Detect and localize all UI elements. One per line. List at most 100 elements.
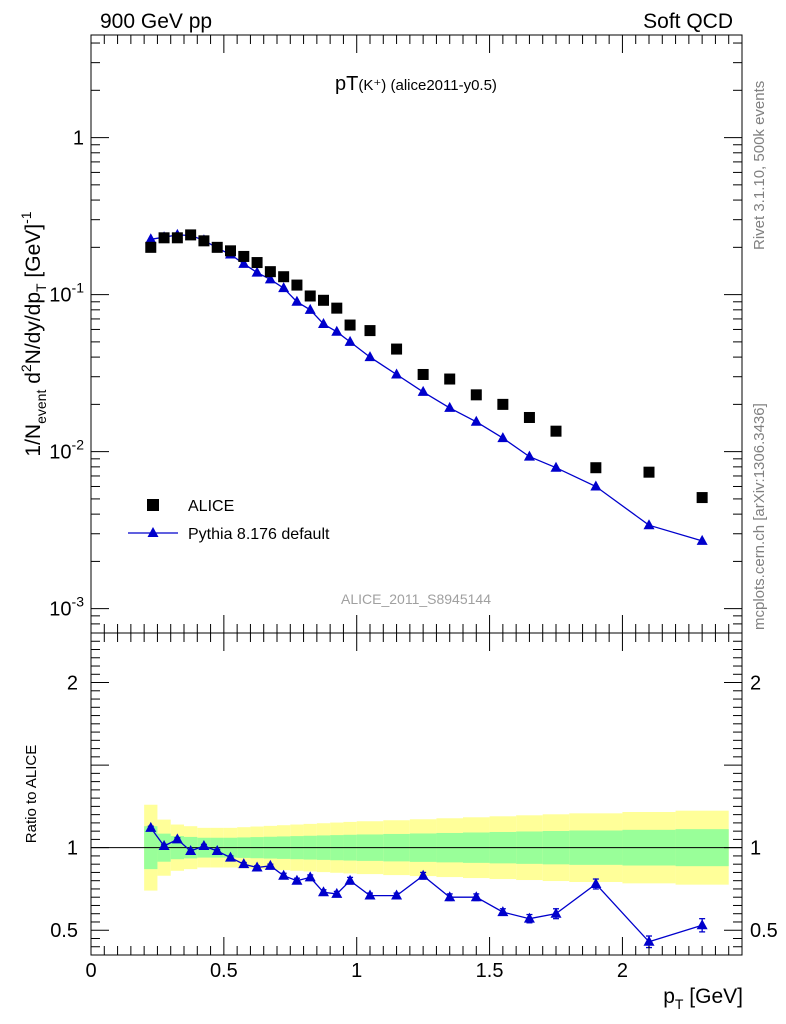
- alice-point: [643, 466, 655, 478]
- xtick-label: 1: [351, 960, 362, 982]
- alice-point: [523, 411, 535, 423]
- pythia-point: [145, 233, 157, 244]
- alice-point: [331, 302, 343, 314]
- ratio-ytick-label-right: 1: [750, 838, 761, 860]
- ratio-panel: 0 0.5 1 1.5 2 0.5 0.5 1 1 2 2 Ratio to ALICE pT [G…: [23, 632, 778, 1012]
- xtick-label: 0: [85, 960, 96, 982]
- alice-point: [251, 257, 263, 269]
- ratio-ytick-label-left: 2: [67, 673, 78, 695]
- alice-point: [145, 241, 157, 253]
- ratio-ylabel: Ratio to ALICE: [23, 745, 40, 843]
- legend-label-alice: ALICE: [188, 498, 234, 515]
- ratio-pythia-point: [185, 844, 197, 855]
- ratio-ytick-label-right: 0.5: [750, 920, 778, 942]
- pythia-point: [523, 450, 535, 461]
- ratio-marks: [91, 804, 742, 949]
- alice-point: [318, 294, 329, 306]
- alice-point: [497, 398, 509, 410]
- ratio-ytick-label-right: 2: [750, 673, 761, 695]
- legend-marker-alice: [147, 499, 159, 511]
- source-label: mcplots.cern.ch [arXiv:1306.3436]: [751, 403, 768, 630]
- pythia-point: [264, 273, 276, 284]
- ratio-pythia-point: [523, 912, 535, 923]
- legend-marker-pythia: [147, 527, 159, 537]
- alice-point: [211, 241, 223, 253]
- alice-point: [171, 232, 183, 244]
- pythia-point: [304, 303, 316, 314]
- alice-point: [158, 232, 170, 244]
- ratio-pythia-point: [470, 891, 482, 902]
- pythia-point: [251, 266, 263, 277]
- main-frame: [90, 34, 743, 634]
- rivet-label: Rivet 3.1.10, 500k events: [751, 81, 768, 250]
- pythia-point: [696, 534, 708, 545]
- ratio-pythia-point: [344, 874, 356, 885]
- main-ytick-label: 10-2: [49, 437, 84, 464]
- ratio-pythia-point: [251, 861, 263, 872]
- alice-point: [291, 279, 303, 291]
- pythia-point: [318, 317, 329, 328]
- ratio-pythia-point: [278, 869, 290, 880]
- pythia-point: [497, 432, 509, 443]
- ratio-pythia-point: [238, 858, 250, 869]
- alice-point: [238, 250, 250, 262]
- header-right: Soft QCD: [643, 10, 733, 33]
- alice-point: [550, 425, 562, 437]
- ratio-pythia-point: [145, 821, 157, 832]
- pythia-point: [550, 461, 562, 472]
- alice-point: [417, 368, 429, 380]
- pythia-point: [278, 282, 290, 293]
- ratio-pythia-point: [331, 887, 343, 898]
- watermark: ALICE_2011_S8945144: [341, 591, 491, 607]
- pythia-point: [344, 335, 356, 346]
- main-ticks: 10-3 10-2 10-1 1: [49, 35, 742, 634]
- pythia-point: [331, 325, 343, 336]
- pythia-point: [364, 351, 376, 362]
- ratio-pythia-point: [264, 859, 276, 870]
- ratio-ticks: 0 0.5 1 1.5 2 0.5 0.5 1 1 2 2: [50, 633, 778, 982]
- ratio-pythia-point: [550, 907, 562, 918]
- ratio-pythia-point: [225, 851, 236, 862]
- main-marks: [145, 228, 708, 545]
- pythia-point: [391, 368, 403, 379]
- pythia-line: [150, 234, 703, 542]
- alice-point: [278, 271, 290, 283]
- main-ytick-label: 1: [73, 128, 84, 150]
- ratio-pythia-point: [444, 891, 456, 902]
- pythia-point: [444, 401, 456, 412]
- ratio-pythia-point: [171, 833, 183, 844]
- legend-label-pythia: Pythia 8.176 default: [188, 526, 330, 543]
- alice-point: [198, 235, 210, 247]
- legend: ALICE Pythia 8.176 default: [128, 498, 330, 543]
- pythia-point: [643, 519, 655, 530]
- ratio-pythia-point: [211, 844, 223, 855]
- pythia-point: [470, 415, 482, 426]
- alice-point: [264, 266, 276, 278]
- pythia-point: [291, 295, 303, 306]
- main-ylabel: 1/Nevent d2N/dy/dpT [GeV]-1: [18, 211, 49, 456]
- alice-point: [225, 245, 236, 257]
- alice-point: [304, 290, 316, 302]
- xtick-label: 1.5: [476, 960, 504, 982]
- main-panel: 10-3 10-2 10-1 1 pT(K⁺) (alice2011-y0.5) AL…: [18, 34, 743, 634]
- main-ytick-label: 10-1: [49, 280, 84, 307]
- ratio-ytick-label-left: 1: [67, 838, 78, 860]
- xtick-label: 0.5: [210, 960, 238, 982]
- pythia-point: [417, 385, 429, 396]
- ratio-pythia-point: [318, 886, 329, 897]
- ratio-pythia-point: [590, 877, 602, 888]
- alice-point: [344, 319, 356, 331]
- ratio-pythia-point: [304, 871, 316, 882]
- xlabel: pT [GeV]: [663, 985, 743, 1012]
- alice-point: [364, 325, 376, 337]
- ratio-pythia-point: [417, 869, 429, 880]
- alice-point: [185, 229, 197, 241]
- plot-title: pT(K⁺) (alice2011-y0.5): [335, 73, 497, 95]
- ratio-pythia-point: [391, 889, 403, 900]
- alice-point: [590, 462, 602, 474]
- pythia-point: [238, 257, 250, 268]
- ratio-pythia-point: [198, 840, 210, 851]
- ratio-pythia-point: [696, 919, 708, 930]
- ratio-pythia-point: [643, 935, 655, 946]
